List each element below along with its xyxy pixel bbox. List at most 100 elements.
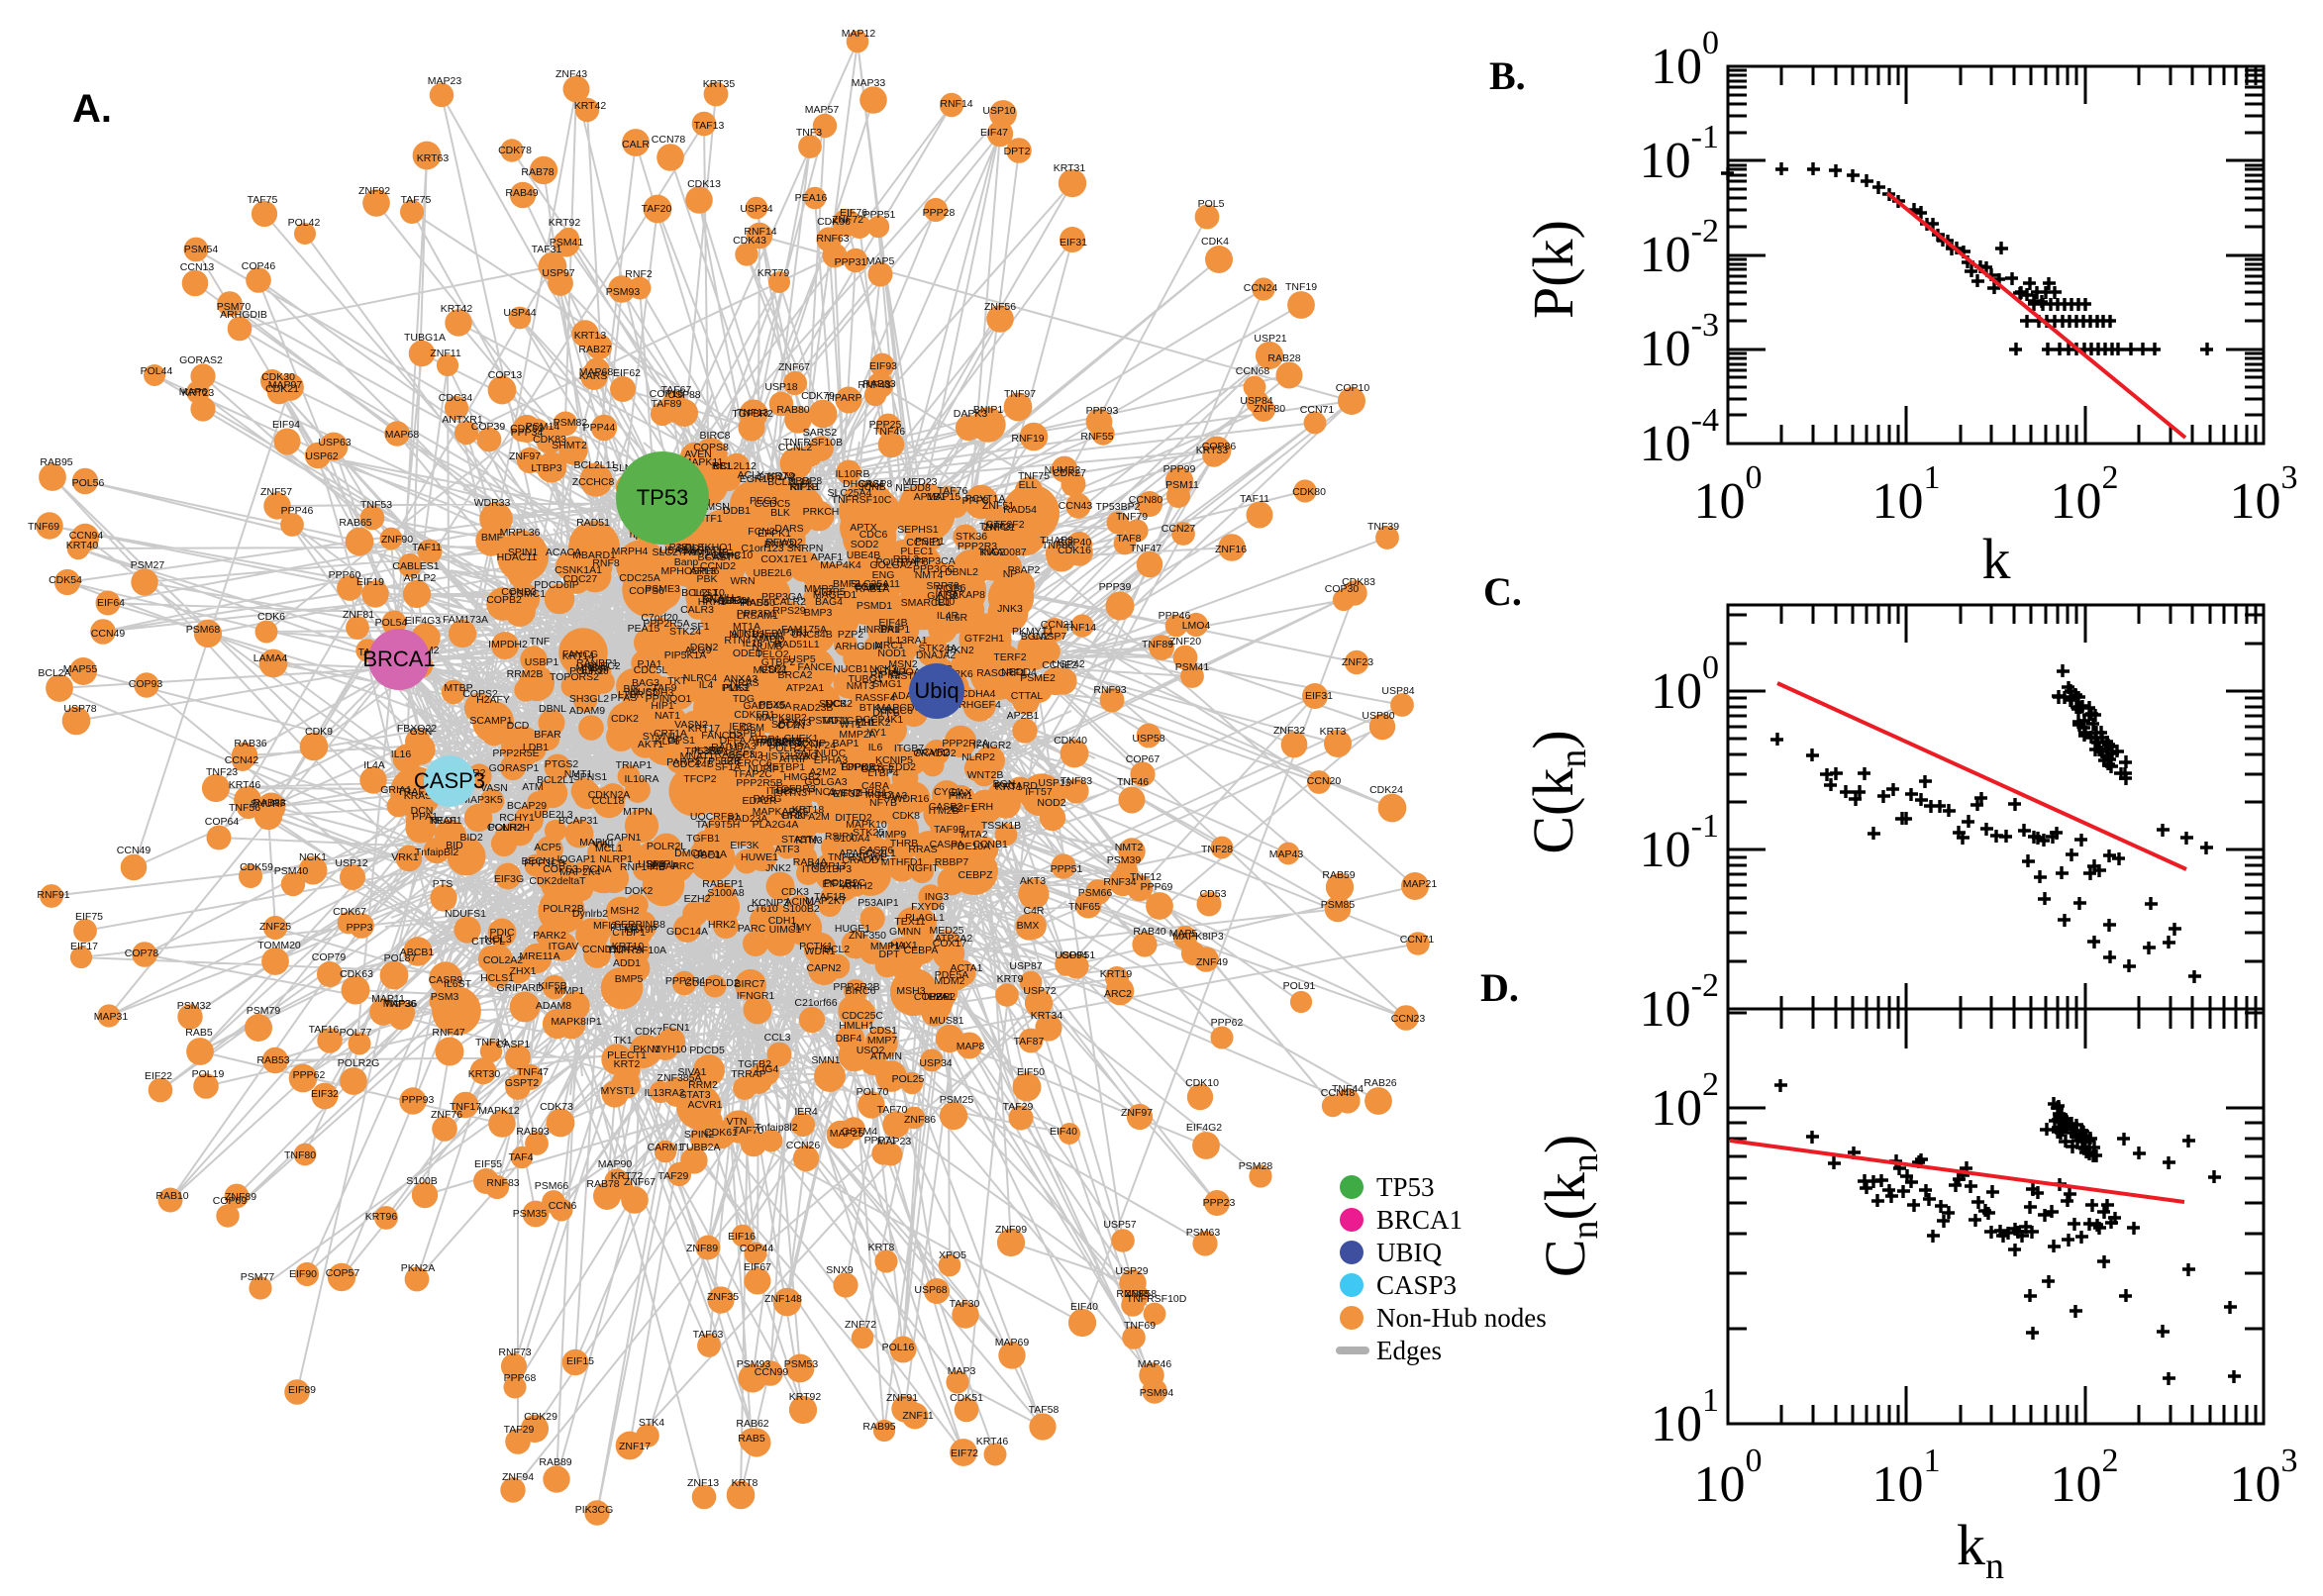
- svg-text:BCL2L10: BCL2L10: [681, 587, 725, 599]
- svg-text:k: k: [1982, 527, 2011, 591]
- svg-text:PSM66: PSM66: [535, 1180, 569, 1192]
- svg-text:CARM1: CARM1: [648, 1142, 684, 1153]
- svg-text:HUWE1: HUWE1: [741, 851, 778, 863]
- svg-text:MAP90: MAP90: [598, 1158, 633, 1170]
- svg-text:USP88: USP88: [667, 389, 700, 401]
- svg-text:TUBB2A: TUBB2A: [680, 1142, 721, 1153]
- svg-text:RNF88: RNF88: [1116, 1288, 1149, 1300]
- svg-text:MCL1: MCL1: [595, 843, 623, 854]
- svg-text:TGFBR3: TGFBR3: [774, 783, 816, 795]
- svg-text:PSM70: PSM70: [217, 301, 252, 313]
- svg-text:PPP71: PPP71: [864, 1135, 897, 1147]
- svg-text:KRT34: KRT34: [1031, 1010, 1063, 1022]
- svg-text:TNF86: TNF86: [1042, 540, 1073, 551]
- svg-text:TOPORS: TOPORS: [840, 761, 883, 773]
- svg-text:BCL2L12: BCL2L12: [713, 460, 757, 472]
- svg-text:THBS2: THBS2: [922, 991, 956, 1003]
- svg-text:CDK30: CDK30: [261, 371, 295, 383]
- svg-text:EIF31: EIF31: [1305, 690, 1333, 702]
- svg-text:RNF73: RNF73: [498, 1347, 531, 1358]
- svg-text:CCNH: CCNH: [704, 592, 734, 604]
- svg-text:KRAS: KRAS: [404, 790, 433, 802]
- svg-text:RNF14: RNF14: [744, 226, 776, 238]
- svg-text:DNAJA3: DNAJA3: [702, 594, 742, 606]
- svg-text:PSM39: PSM39: [1107, 854, 1142, 866]
- svg-text:EIF17: EIF17: [70, 941, 98, 952]
- svg-text:TNF65: TNF65: [1068, 901, 1100, 913]
- svg-text:CCN27: CCN27: [1162, 523, 1196, 535]
- svg-text:KIAA0087: KIAA0087: [979, 547, 1026, 558]
- svg-text:CULPOLD2: CULPOLD2: [684, 977, 740, 989]
- svg-text:ATR: ATR: [937, 589, 958, 601]
- svg-text:SYVN1: SYVN1: [643, 731, 677, 743]
- svg-text:CDK7A: CDK7A: [608, 944, 643, 955]
- svg-text:MAP68: MAP68: [579, 366, 614, 378]
- svg-text:PPP60: PPP60: [329, 569, 361, 581]
- svg-text:KRT9P: KRT9P: [624, 924, 657, 936]
- svg-text:COP57: COP57: [326, 1267, 360, 1279]
- svg-text:DPT: DPT: [879, 948, 901, 960]
- svg-text:MAP68: MAP68: [385, 429, 420, 441]
- svg-text:NFYB: NFYB: [869, 797, 897, 809]
- svg-text:ZNF72: ZNF72: [845, 1319, 876, 1331]
- svg-text:APTX: APTX: [850, 522, 876, 534]
- svg-text:KRT1: KRT1: [996, 781, 1023, 793]
- svg-text:PMS2: PMS2: [722, 682, 751, 694]
- svg-text:PSMD1: PSMD1: [857, 600, 892, 612]
- svg-text:CCN80: CCN80: [1129, 494, 1163, 506]
- svg-text:POL77: POL77: [340, 1027, 372, 1039]
- svg-text:CTCFL: CTCFL: [471, 936, 505, 948]
- svg-text:RBBP8: RBBP8: [788, 475, 823, 487]
- svg-text:FANCG: FANCG: [562, 648, 598, 660]
- svg-text:NOD1: NOD1: [877, 648, 906, 659]
- svg-text:SNX9: SNX9: [826, 1264, 854, 1276]
- svg-text:ATN1HEB: ATN1HEB: [731, 628, 778, 640]
- svg-text:MAP12: MAP12: [842, 28, 876, 40]
- svg-text:POL25: POL25: [892, 1073, 925, 1085]
- svg-text:CDK63: CDK63: [340, 968, 373, 980]
- svg-text:ARHGDIB: ARHGDIB: [220, 309, 267, 321]
- svg-text:EIF40: EIF40: [1050, 1126, 1077, 1138]
- svg-text:IL10RA: IL10RA: [624, 773, 658, 785]
- svg-text:USP57: USP57: [1103, 1219, 1136, 1231]
- svg-text:LDB2: LDB2: [721, 595, 747, 607]
- svg-text:TNFRSF10E: TNFRSF10E: [828, 851, 887, 863]
- svg-text:CDK43: CDK43: [733, 235, 766, 247]
- svg-text:GADD45A: GADD45A: [743, 700, 791, 712]
- svg-text:TAF20: TAF20: [642, 203, 672, 215]
- svg-text:MT1A: MT1A: [733, 621, 760, 633]
- svg-text:MAP11: MAP11: [371, 993, 405, 1005]
- svg-text:CCN26: CCN26: [786, 1140, 821, 1151]
- svg-text:RANBP1: RANBP1: [576, 657, 618, 669]
- svg-text:CCN68: CCN68: [1236, 365, 1270, 377]
- svg-text:ERH: ERH: [971, 801, 993, 813]
- svg-text:HIP1: HIP1: [651, 700, 674, 712]
- svg-text:RASSF4: RASSF4: [856, 692, 896, 704]
- svg-text:CYC1: CYC1: [934, 786, 961, 798]
- svg-text:PSM11: PSM11: [1165, 479, 1199, 491]
- svg-text:TAF89: TAF89: [652, 398, 682, 410]
- svg-text:BID2: BID2: [459, 832, 483, 844]
- svg-text:CDK73: CDK73: [540, 1101, 573, 1113]
- svg-text:BIK: BIK: [624, 683, 641, 695]
- svg-text:CDKN2A: CDKN2A: [588, 789, 631, 801]
- svg-text:SRP72: SRP72: [926, 580, 959, 592]
- svg-text:KRT19: KRT19: [1100, 968, 1133, 980]
- svg-text:LIG4: LIG4: [757, 1063, 779, 1075]
- svg-text:TNF28: TNF28: [1201, 844, 1233, 855]
- svg-text:IFNGR1: IFNGR1: [737, 990, 775, 1002]
- svg-text:GOLGA3: GOLGA3: [804, 776, 847, 788]
- svg-text:CDC34: CDC34: [439, 392, 473, 404]
- svg-text:KRT35: KRT35: [703, 78, 736, 90]
- svg-text:TNF3: TNF3: [796, 127, 822, 139]
- svg-text:CRADD: CRADD: [842, 854, 879, 866]
- svg-text:PSIP1: PSIP1: [915, 536, 945, 548]
- svg-text:EIF64: EIF64: [97, 597, 125, 609]
- svg-text:CCND2: CCND2: [700, 560, 736, 572]
- svg-text:BNIPL: BNIPL: [647, 858, 677, 870]
- svg-text:CCN24: CCN24: [1244, 282, 1278, 294]
- svg-text:RRM2B: RRM2B: [507, 668, 544, 680]
- svg-text:PLK3: PLK3: [723, 682, 749, 694]
- svg-text:MSH2: MSH2: [610, 905, 639, 917]
- svg-text:NUMB2: NUMB2: [1045, 464, 1081, 476]
